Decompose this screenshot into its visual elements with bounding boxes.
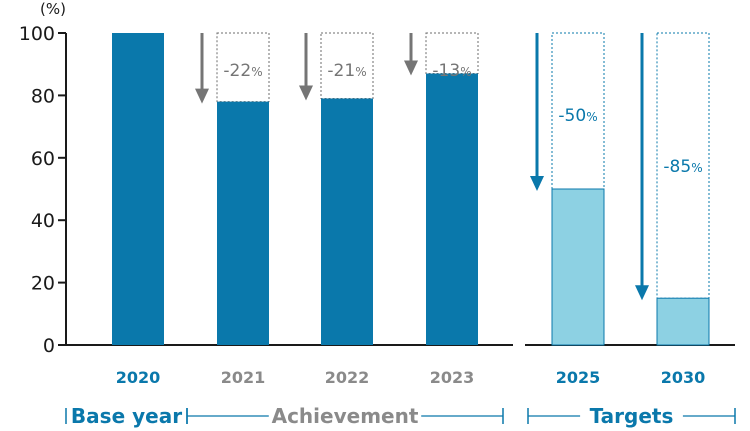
group-label-base-year: Base year — [71, 404, 182, 428]
x-label-2023: 2023 — [430, 368, 475, 387]
bar-2025 — [551, 188, 605, 346]
bar-2021 — [217, 101, 269, 345]
bars: -22% -21% -13% -50% -85% — [112, 32, 710, 346]
bar-2023 — [426, 73, 478, 345]
reduction-label-2023: -13% — [432, 61, 471, 81]
x-axis-labels: 2020 2021 2022 2023 2025 2030 — [116, 368, 706, 387]
bar-2022 — [321, 98, 373, 346]
y-unit-label: (%) — [40, 0, 66, 18]
reduction-gap-2021 — [216, 32, 270, 103]
reduction-gap-2030 — [656, 32, 710, 299]
reduction-label-2021: -22% — [223, 61, 262, 81]
x-label-2020: 2020 — [116, 368, 161, 387]
arrow-head-2021 — [195, 88, 209, 104]
x-label-2025: 2025 — [556, 368, 601, 387]
group-brackets: Base year Achievement Targets — [65, 404, 736, 428]
y-tick-label-40: 40 — [31, 210, 55, 232]
reduction-label-2025: -50% — [558, 106, 597, 126]
reduction-gap-2023 — [425, 32, 479, 75]
y-tick-label-60: 60 — [31, 148, 55, 170]
x-label-2022: 2022 — [325, 368, 370, 387]
bar-2020 — [112, 33, 164, 345]
y-tick-label-100: 100 — [19, 23, 55, 45]
group-label-targets: Targets — [590, 404, 674, 428]
y-tick-label-80: 80 — [31, 85, 55, 107]
y-tick-label-20: 20 — [31, 273, 55, 295]
arrow-head-2030 — [635, 285, 649, 301]
bar-2030 — [656, 297, 710, 346]
y-axis: 0 20 40 60 80 100 — [19, 23, 735, 357]
arrow-head-2023 — [404, 60, 418, 76]
x-label-2030: 2030 — [661, 368, 706, 387]
reduction-label-2022: -21% — [327, 61, 366, 81]
arrow-head-2025 — [530, 176, 544, 191]
group-label-achievement: Achievement — [272, 404, 419, 428]
reduction-gap-2022 — [320, 32, 374, 100]
arrow-head-2022 — [299, 85, 313, 101]
reduction-label-2030: -85% — [663, 157, 702, 177]
y-tick-label-0: 0 — [43, 335, 55, 357]
x-label-2021: 2021 — [221, 368, 266, 387]
